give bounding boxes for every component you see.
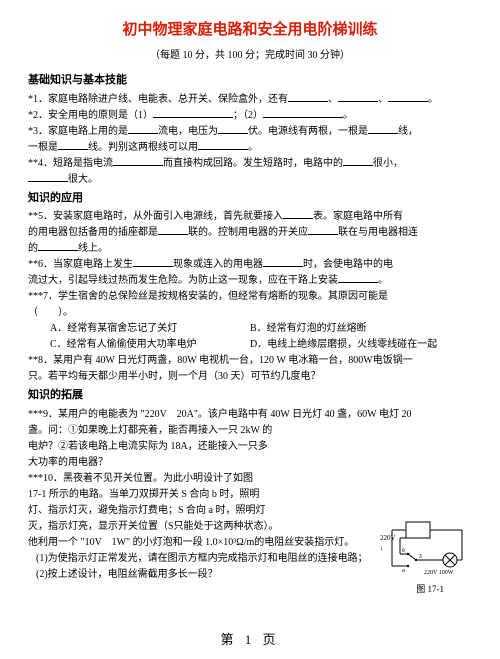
q4: **4．短路是指电流 而直接构成回路。发生短路时，电路中的 很小， bbox=[28, 156, 472, 172]
q7-a: ***7．学生宿舍的总保险丝是按规格安装的，但经常有熔断的现象。其原因可能是 bbox=[28, 291, 388, 302]
section-basic: 基础知识与基本技能 bbox=[28, 72, 472, 90]
q6-b: 现象或连入的用电器 bbox=[173, 259, 263, 270]
q6-c: 时，会使电路中的电 bbox=[303, 259, 393, 270]
circuit-b: b bbox=[402, 548, 405, 554]
q2-pre: *2．安全用电的原则是（1） bbox=[28, 110, 153, 121]
q4-c: 很小， bbox=[373, 158, 403, 169]
q2-mid: ；（2） bbox=[233, 110, 263, 121]
q3-c: 伏。电源线有两根，一根是 bbox=[248, 126, 368, 137]
circuit-rating: 220V 100W bbox=[424, 570, 454, 576]
q5l2: 的用电器包括备用的插座都是 联的。控制用电器的开关应 联在与用电器相连 bbox=[28, 225, 472, 241]
q3-f: 线。判别这两根线可以用 bbox=[88, 142, 198, 153]
q6l2: 流过大，引起导线过热而发生危险。为防止这一现象，应在干路上安装 。 bbox=[28, 273, 472, 289]
q9l4: 大功率的用电器？ bbox=[28, 455, 378, 471]
q4-b: 而直接构成回路。发生短路时，电路中的 bbox=[163, 158, 343, 169]
q3-d: 线， bbox=[398, 126, 418, 137]
q1-t2: 、 bbox=[378, 94, 388, 105]
q5l3: 的 线上。 bbox=[28, 241, 472, 257]
circuit-220v: 220V bbox=[380, 534, 396, 542]
page-subtitle: （每题 10 分，共 100 分；完成时间 30 分钟） bbox=[28, 48, 472, 64]
q5-a: **5．安装家庭电路时，从外面引入电源线，首先就要接入 bbox=[28, 211, 283, 222]
q3-a: *3．家庭电路上用的是 bbox=[28, 126, 128, 137]
q2-end: 。 bbox=[343, 110, 353, 121]
q7-D: D．电线上绝缘层磨损，火线零线碰在一起 bbox=[250, 337, 472, 353]
page-title: 初中物理家庭电路和安全用电阶梯训练 bbox=[28, 18, 472, 42]
q7-B: B．经常有灯泡的灯丝熔断 bbox=[250, 321, 472, 337]
q3l2: 一根是 线。判别这两根线可以用 。 bbox=[28, 140, 472, 156]
q6-e: 。 bbox=[378, 275, 388, 286]
q5-d: 联的。控制用电器的开关应 bbox=[188, 227, 308, 238]
q3-g: 。 bbox=[248, 142, 258, 153]
q1: *1．家庭电路除进户线、电能表、总开关、保险盒外，还有 、 、 。 bbox=[28, 92, 472, 108]
q7-b: （ ）。 bbox=[28, 307, 73, 318]
q5-e: 联在与用电器相连 bbox=[338, 227, 418, 238]
q1-t3: 。 bbox=[428, 94, 438, 105]
q6-a: **6．当家庭电路上发生 bbox=[28, 259, 133, 270]
q7: ***7．学生宿舍的总保险丝是按规格安装的，但经常有熔断的现象。其原因可能是 bbox=[28, 289, 472, 305]
q3-e: 一根是 bbox=[28, 142, 58, 153]
q5-g: 线上。 bbox=[78, 243, 108, 254]
section-apply: 知识的应用 bbox=[28, 190, 472, 208]
q6: **6．当家庭电路上发生 现象或连入的用电器 时，会使电路中的电 bbox=[28, 257, 472, 273]
q7l2: （ ）。 bbox=[28, 305, 472, 321]
q10l3: 灯、指示灯灭，避免指示灯费电；S 合向 a 时，照明灯 bbox=[28, 503, 378, 519]
q9l3: 电炉？②若该电路上电流实际为 18A，还能接入一只多 bbox=[28, 439, 378, 455]
q9: ***9．某用户的电能表为 "220V 20A"。该户电路中有 40W 日光灯 … bbox=[28, 407, 472, 423]
svg-text:↓: ↓ bbox=[380, 544, 384, 552]
q7-opts1: A．经常有某宿舍忘记了关灯 B．经常有灯泡的灯丝熔断 bbox=[28, 321, 472, 337]
q6-d: 流过大，引起导线过热而发生危险。为防止这一现象，应在干路上安装 bbox=[28, 275, 338, 286]
page-footer: 第 1 页 bbox=[0, 630, 500, 651]
circuit-diagram: 220V ↓ S b a 220V 100W bbox=[378, 518, 470, 580]
q1-t1: 、 bbox=[328, 94, 338, 105]
circuit-s: S bbox=[419, 554, 422, 560]
q2: *2．安全用电的原则是（1） ；（2） 。 bbox=[28, 108, 472, 124]
q10l4: 灭，指示灯亮，显示开关位置（S只能处于这两种状态）。 bbox=[28, 519, 378, 535]
q3: *3．家庭电路上用的是 流电，电压为 伏。电源线有两根，一根是 线， bbox=[28, 124, 472, 140]
q4-d: 很大。 bbox=[68, 174, 98, 185]
q3-b: 流电，电压为 bbox=[158, 126, 218, 137]
q9l2: 盏。问：①如果晚上灯都亮着，能否再接入一只 2kW 的 bbox=[28, 423, 378, 439]
q1-pre: *1．家庭电路除进户线、电能表、总开关、保险盒外，还有 bbox=[28, 94, 288, 105]
q7-opts2: C．经常有人偷偷使用大功率电炉 D．电线上绝缘层磨损，火线零线碰在一起 bbox=[28, 337, 472, 353]
q5: **5．安装家庭电路时，从外面引入电源线，首先就要接入 表。家庭电路中所有 bbox=[28, 209, 472, 225]
q10l2: 17-1 所示的电路。当单刀双掷开关 S 合向 b 时，照明 bbox=[28, 487, 378, 503]
q7-A: A．经常有某宿舍忘记了关灯 bbox=[28, 321, 250, 337]
q5-b: 表。家庭电路中所有 bbox=[313, 211, 403, 222]
q8: **8．某用户有 40W 日光灯两盏，80W 电视机一台，120 W 电冰箱一台… bbox=[28, 353, 472, 369]
circuit-caption: 图 17-1 bbox=[416, 582, 444, 596]
q4-a: **4．短路是指电流 bbox=[28, 158, 113, 169]
q10: ***10．黑夜着不见开关位置。为此小明设计了如图 bbox=[28, 471, 378, 487]
q4l2: 很大。 bbox=[28, 172, 472, 188]
q5-c: 的用电器包括备用的插座都是 bbox=[28, 227, 158, 238]
section-expand: 知识的拓展 bbox=[28, 387, 472, 405]
q5-f: 的 bbox=[28, 243, 38, 254]
q8l2: 只。若平均每天都少用半小时，则一个月（30 天）可节约几度电？ bbox=[28, 369, 472, 385]
circuit-a: a bbox=[402, 568, 405, 574]
q7-C: C．经常有人偷偷使用大功率电炉 bbox=[28, 337, 250, 353]
